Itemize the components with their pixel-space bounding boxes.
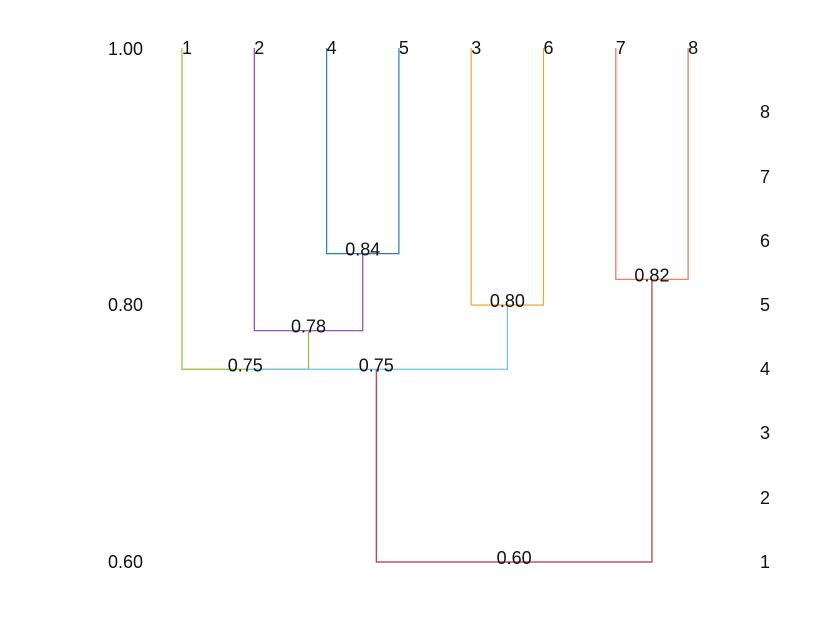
branch-mall [375,279,653,563]
branch-m245 [253,48,364,332]
leaf-label-3: 3 [471,38,481,58]
similarity-axis: 1.00 0.80 0.60 [108,39,143,572]
cluster-count-axis: 8 7 6 5 4 3 2 1 [760,102,770,572]
leaf-label-2: 2 [254,38,264,58]
cluster-count-tick-label: 7 [760,167,770,187]
cluster-count-tick-label: 5 [760,295,770,315]
merge-label-mall: 0.60 [497,548,532,568]
merge-label-m124536: 0.75 [359,355,394,375]
merge-label-m36: 0.80 [490,291,525,311]
leaf-label-4: 4 [327,38,337,58]
cluster-count-tick-label: 8 [760,102,770,122]
cluster-count-tick-label: 6 [760,231,770,251]
merge-value-labels: 0.84 0.82 0.80 0.78 0.75 0.75 0.60 [228,240,670,568]
leaf-label-6: 6 [544,38,554,58]
dendrogram-branches [181,48,689,563]
similarity-tick-label: 1.00 [108,39,143,59]
similarity-tick-label: 0.60 [108,552,143,572]
cluster-count-tick-label: 4 [760,359,770,379]
branch-m124536 [245,305,508,370]
merge-label-m78: 0.82 [634,265,669,285]
branch-m45 [326,48,400,255]
leaf-labels: 1 2 4 5 3 6 7 8 [182,38,698,58]
leaf-label-7: 7 [616,38,626,58]
merge-label-m245: 0.78 [291,317,326,337]
cluster-count-tick-label: 3 [760,423,770,443]
branch-m1245 [181,48,310,370]
cluster-count-tick-label: 1 [760,552,770,572]
branch-m36 [470,48,545,306]
merge-label-m45: 0.84 [345,240,380,260]
branch-m78 [615,48,689,280]
merge-label-m1245: 0.75 [228,355,263,375]
leaf-label-1: 1 [182,38,192,58]
leaf-label-8: 8 [688,38,698,58]
cluster-count-tick-label: 2 [760,488,770,508]
similarity-tick-label: 0.80 [108,295,143,315]
leaf-label-5: 5 [399,38,409,58]
